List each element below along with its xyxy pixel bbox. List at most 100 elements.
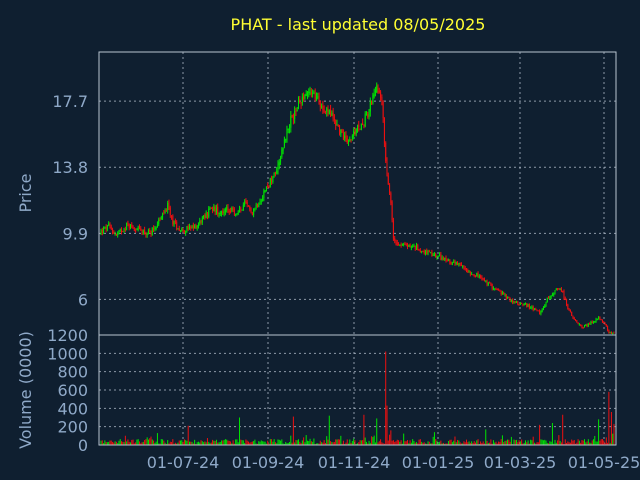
candle-body bbox=[581, 325, 583, 328]
volume-bar bbox=[566, 442, 568, 445]
volume-bar bbox=[362, 440, 364, 445]
volume-bar bbox=[150, 436, 152, 445]
volume-bar bbox=[346, 439, 348, 445]
candle-body bbox=[490, 282, 492, 285]
volume-bar bbox=[372, 437, 374, 445]
volume-bar bbox=[414, 442, 416, 445]
volume-bar bbox=[612, 433, 614, 445]
candle-body bbox=[367, 114, 369, 117]
candle-body bbox=[277, 164, 279, 172]
candle-body bbox=[542, 307, 544, 309]
volume-bar bbox=[532, 436, 534, 445]
candle-body bbox=[569, 309, 571, 312]
candle-body bbox=[262, 198, 264, 202]
volume-bar bbox=[499, 441, 501, 445]
candle-body bbox=[508, 296, 510, 299]
candle-body bbox=[409, 244, 411, 248]
candle-body bbox=[474, 276, 476, 278]
volume-bar bbox=[422, 442, 424, 445]
volume-bar bbox=[521, 439, 523, 445]
volume-bar bbox=[503, 442, 505, 445]
candle-body bbox=[268, 185, 270, 187]
candle-body bbox=[178, 228, 180, 231]
candle-body bbox=[240, 208, 242, 210]
volume-bar bbox=[504, 440, 506, 445]
candle-body bbox=[276, 170, 278, 174]
candle-body bbox=[350, 139, 352, 141]
candle-body bbox=[271, 178, 273, 182]
candle-body bbox=[398, 244, 400, 246]
candle-body bbox=[342, 132, 344, 140]
volume-bar bbox=[526, 442, 528, 445]
candle-body bbox=[331, 113, 333, 116]
candle-body bbox=[426, 250, 428, 254]
volume-bar bbox=[332, 442, 334, 445]
candle-body bbox=[592, 321, 594, 324]
volume-bar bbox=[274, 442, 276, 445]
candle-body bbox=[305, 93, 307, 97]
candle-body bbox=[251, 213, 253, 215]
candle-body bbox=[587, 324, 589, 327]
volume-bar bbox=[555, 442, 557, 445]
volume-bar bbox=[490, 439, 492, 445]
price-axis-label: Price bbox=[16, 173, 35, 212]
volume-bar bbox=[330, 441, 332, 445]
candle-body bbox=[530, 307, 532, 309]
candle-body bbox=[558, 288, 560, 290]
candle-body bbox=[312, 92, 314, 94]
candle-body bbox=[599, 316, 601, 320]
volume-bar bbox=[540, 439, 542, 445]
candle-body bbox=[603, 322, 605, 324]
candle-body bbox=[210, 207, 212, 209]
candle-body bbox=[131, 224, 133, 227]
volume-bar bbox=[523, 442, 525, 445]
volume-bar bbox=[466, 439, 468, 445]
candle-body bbox=[462, 266, 464, 268]
candle-body bbox=[413, 245, 415, 247]
volume-axis-label: Volume (0000) bbox=[16, 331, 35, 449]
candle-body bbox=[363, 124, 365, 126]
volume-bar bbox=[495, 441, 497, 445]
candle-body bbox=[348, 141, 350, 143]
candle-body bbox=[133, 228, 135, 231]
candle-body bbox=[177, 228, 179, 230]
price-tick-label: 17.7 bbox=[52, 92, 88, 111]
candle-body bbox=[369, 101, 371, 112]
volume-bar bbox=[128, 441, 130, 445]
candle-body bbox=[186, 226, 188, 232]
candle-body bbox=[441, 257, 443, 260]
volume-bar bbox=[160, 439, 162, 445]
volume-bar bbox=[369, 442, 371, 445]
volume-bar bbox=[462, 443, 464, 445]
volume-bar bbox=[315, 443, 317, 445]
volume-bar bbox=[291, 442, 293, 445]
candle-body bbox=[190, 226, 192, 229]
volume-bar bbox=[608, 391, 610, 445]
volume-bar bbox=[589, 442, 591, 445]
candle-body bbox=[239, 208, 241, 212]
volume-bar bbox=[191, 441, 193, 445]
volume-bar bbox=[186, 440, 188, 445]
candle-body bbox=[103, 228, 105, 234]
candle-body bbox=[218, 213, 220, 215]
candle-body bbox=[156, 224, 158, 228]
volume-bar bbox=[473, 441, 475, 445]
volume-bar bbox=[476, 440, 478, 445]
volume-bar bbox=[404, 441, 406, 445]
candle-body bbox=[346, 138, 348, 143]
candle-body bbox=[546, 297, 548, 303]
volume-bar bbox=[519, 441, 521, 445]
volume-bars bbox=[100, 351, 615, 445]
candle-body bbox=[208, 208, 210, 217]
candle-body bbox=[501, 291, 503, 295]
volume-bar bbox=[298, 439, 300, 445]
candle-body bbox=[171, 215, 173, 217]
candle-body bbox=[122, 231, 124, 233]
candle-body bbox=[376, 85, 378, 93]
volume-bar bbox=[263, 441, 265, 445]
volume-bar bbox=[228, 440, 230, 445]
volume-bar bbox=[306, 440, 308, 445]
candle-body bbox=[601, 319, 603, 323]
candle-body bbox=[249, 205, 251, 209]
candle-body bbox=[263, 191, 265, 198]
